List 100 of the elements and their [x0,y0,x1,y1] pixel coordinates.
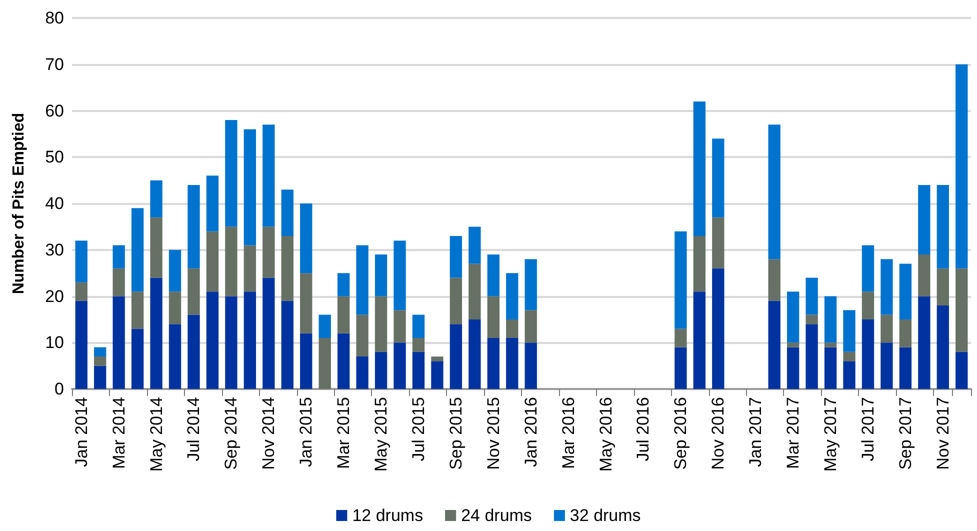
bar [94,347,106,357]
bar [337,296,350,334]
bar [244,129,256,246]
bar [712,138,724,218]
x-tick-label: Jul 2016 [634,397,653,462]
bar [94,366,106,389]
y-tick-label: 50 [45,148,64,167]
bar [880,342,893,389]
bar [918,254,930,296]
bar [450,278,462,324]
y-tick-label: 20 [45,286,64,306]
x-tick-label: Jan 2015 [296,397,316,467]
bar [318,338,331,389]
bar [374,352,388,389]
y-tick-label: 0 [54,380,64,398]
bar [674,328,687,348]
bar [768,300,780,389]
y-tick-label: 30 [45,240,64,260]
x-tick-label: May 2017 [821,397,840,472]
bar [786,347,800,389]
bar [487,296,500,338]
bar [956,64,968,268]
bar [899,319,912,348]
bar [168,292,182,324]
bar [206,292,219,389]
bar [674,231,687,329]
bar [131,292,144,329]
bar [168,250,182,292]
bar [862,319,874,389]
bar [674,347,687,389]
bar [300,204,312,274]
bar [806,278,818,315]
x-tick-label: Jul 2015 [408,397,428,462]
bar [394,240,406,310]
bar [356,356,368,389]
bar [824,296,837,343]
x-tick-label: Nov 2014 [259,397,278,470]
bar [431,356,444,362]
bar [450,236,462,278]
bar [824,342,837,348]
bar [412,352,425,389]
bar [918,296,930,389]
bar [168,324,182,389]
bar [431,361,444,389]
bar [112,245,125,268]
x-tick-label: Jul 2017 [858,397,878,462]
bar [394,310,406,343]
x-tick-label: Jan 2014 [72,397,91,467]
bar [225,120,238,227]
bar [131,328,144,389]
legend-label: 12 drums [352,506,424,525]
bar [225,296,238,389]
bar [75,282,88,301]
x-tick-label: Sep 2014 [222,397,241,470]
bar [262,226,275,278]
x-tick-label: May 2015 [372,397,391,472]
bar [394,342,406,389]
bar [75,300,88,389]
x-tick-label: Mar 2014 [109,397,128,469]
bar [356,245,368,315]
bar [880,259,893,315]
bar [693,101,706,236]
bar [206,176,219,232]
bar [843,352,856,362]
x-tick-label: Nov 2016 [708,397,728,470]
bar [712,268,724,389]
bar [693,292,706,389]
bar [824,347,837,389]
bar [412,314,425,338]
bar [318,314,331,338]
bar [112,268,125,296]
bar [936,184,949,268]
bar [150,217,162,278]
bar [862,245,874,292]
bar [487,338,500,389]
bar [806,314,818,324]
legend-label: 24 drums [461,506,532,525]
bar [843,361,856,389]
bar [524,310,537,343]
bar [150,180,162,218]
x-tick-label: Mar 2016 [558,397,578,469]
bar [468,319,481,389]
y-axis-title: Number of Pits Emptied [10,112,28,294]
y-tick-label: 40 [45,194,64,213]
x-tick-label: Jan 2017 [746,397,766,467]
x-tick-label: Nov 2017 [933,397,952,470]
x-tick-label: Sep 2015 [446,397,466,470]
x-tick-label: Nov 2015 [484,397,503,470]
bar [956,352,968,389]
bar [506,319,518,338]
bar [506,338,518,389]
bar [786,342,800,348]
bar [918,184,930,255]
bar [374,254,388,296]
bar [244,245,256,292]
legend-label: 32 drums [570,506,641,525]
bar [712,217,724,268]
x-tick-label: May 2014 [146,397,166,472]
bar [862,292,874,320]
bar [468,264,481,320]
